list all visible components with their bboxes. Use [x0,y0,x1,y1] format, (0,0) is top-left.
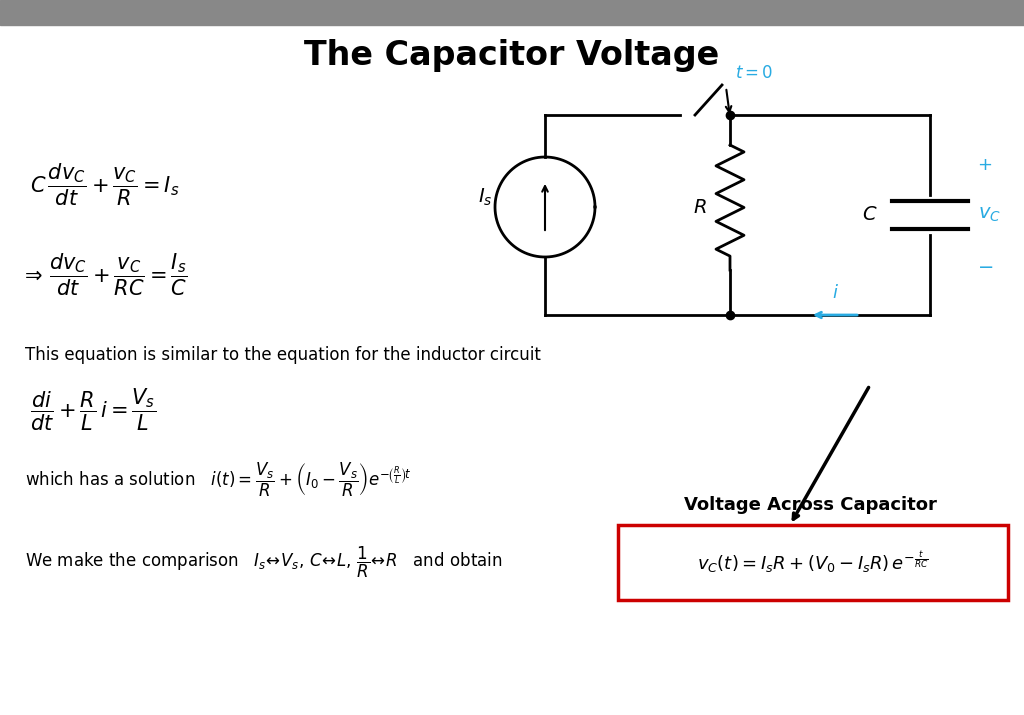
Text: $\dfrac{di}{dt}+\dfrac{R}{L}\,i=\dfrac{V_s}{L}$: $\dfrac{di}{dt}+\dfrac{R}{L}\,i=\dfrac{V… [30,387,156,433]
Text: $i$: $i$ [831,284,839,302]
Text: $C\,\dfrac{dv_C}{dt}+\dfrac{v_C}{R}=I_s$: $C\,\dfrac{dv_C}{dt}+\dfrac{v_C}{R}=I_s$ [30,162,179,208]
Text: $\Rightarrow\,\dfrac{dv_C}{dt}+\dfrac{v_C}{RC}=\dfrac{I_s}{C}$: $\Rightarrow\,\dfrac{dv_C}{dt}+\dfrac{v_… [20,252,187,298]
Text: $v_C$: $v_C$ [979,205,1001,225]
Text: $v_C(t)=I_sR+(V_0-I_sR)\,e^{-\frac{t}{RC}}$: $v_C(t)=I_sR+(V_0-I_sR)\,e^{-\frac{t}{RC… [697,550,929,576]
Text: $R$: $R$ [693,198,707,217]
Text: We make the comparison   $I_s\!\leftrightarrow\! V_s,\,C\!\leftrightarrow\! L,\,: We make the comparison $I_s\!\leftrighta… [25,544,503,580]
Text: The Capacitor Voltage: The Capacitor Voltage [304,39,720,72]
Text: $-$: $-$ [977,255,993,275]
Bar [618,525,1008,600]
Text: $C$: $C$ [862,205,878,225]
Text: which has a solution   $i(t)=\dfrac{V_s}{R}+\left(I_0-\dfrac{V_s}{R}\right)e^{-\: which has a solution $i(t)=\dfrac{V_s}{R… [25,461,412,499]
Text: Voltage Across Capacitor: Voltage Across Capacitor [684,496,936,514]
Text: $t=0$: $t=0$ [735,64,773,82]
Text: This equation is similar to the equation for the inductor circuit: This equation is similar to the equation… [25,346,541,364]
Bar [0,0,1024,25]
Text: $+$: $+$ [978,156,992,174]
Text: $I_s$: $I_s$ [478,187,493,207]
